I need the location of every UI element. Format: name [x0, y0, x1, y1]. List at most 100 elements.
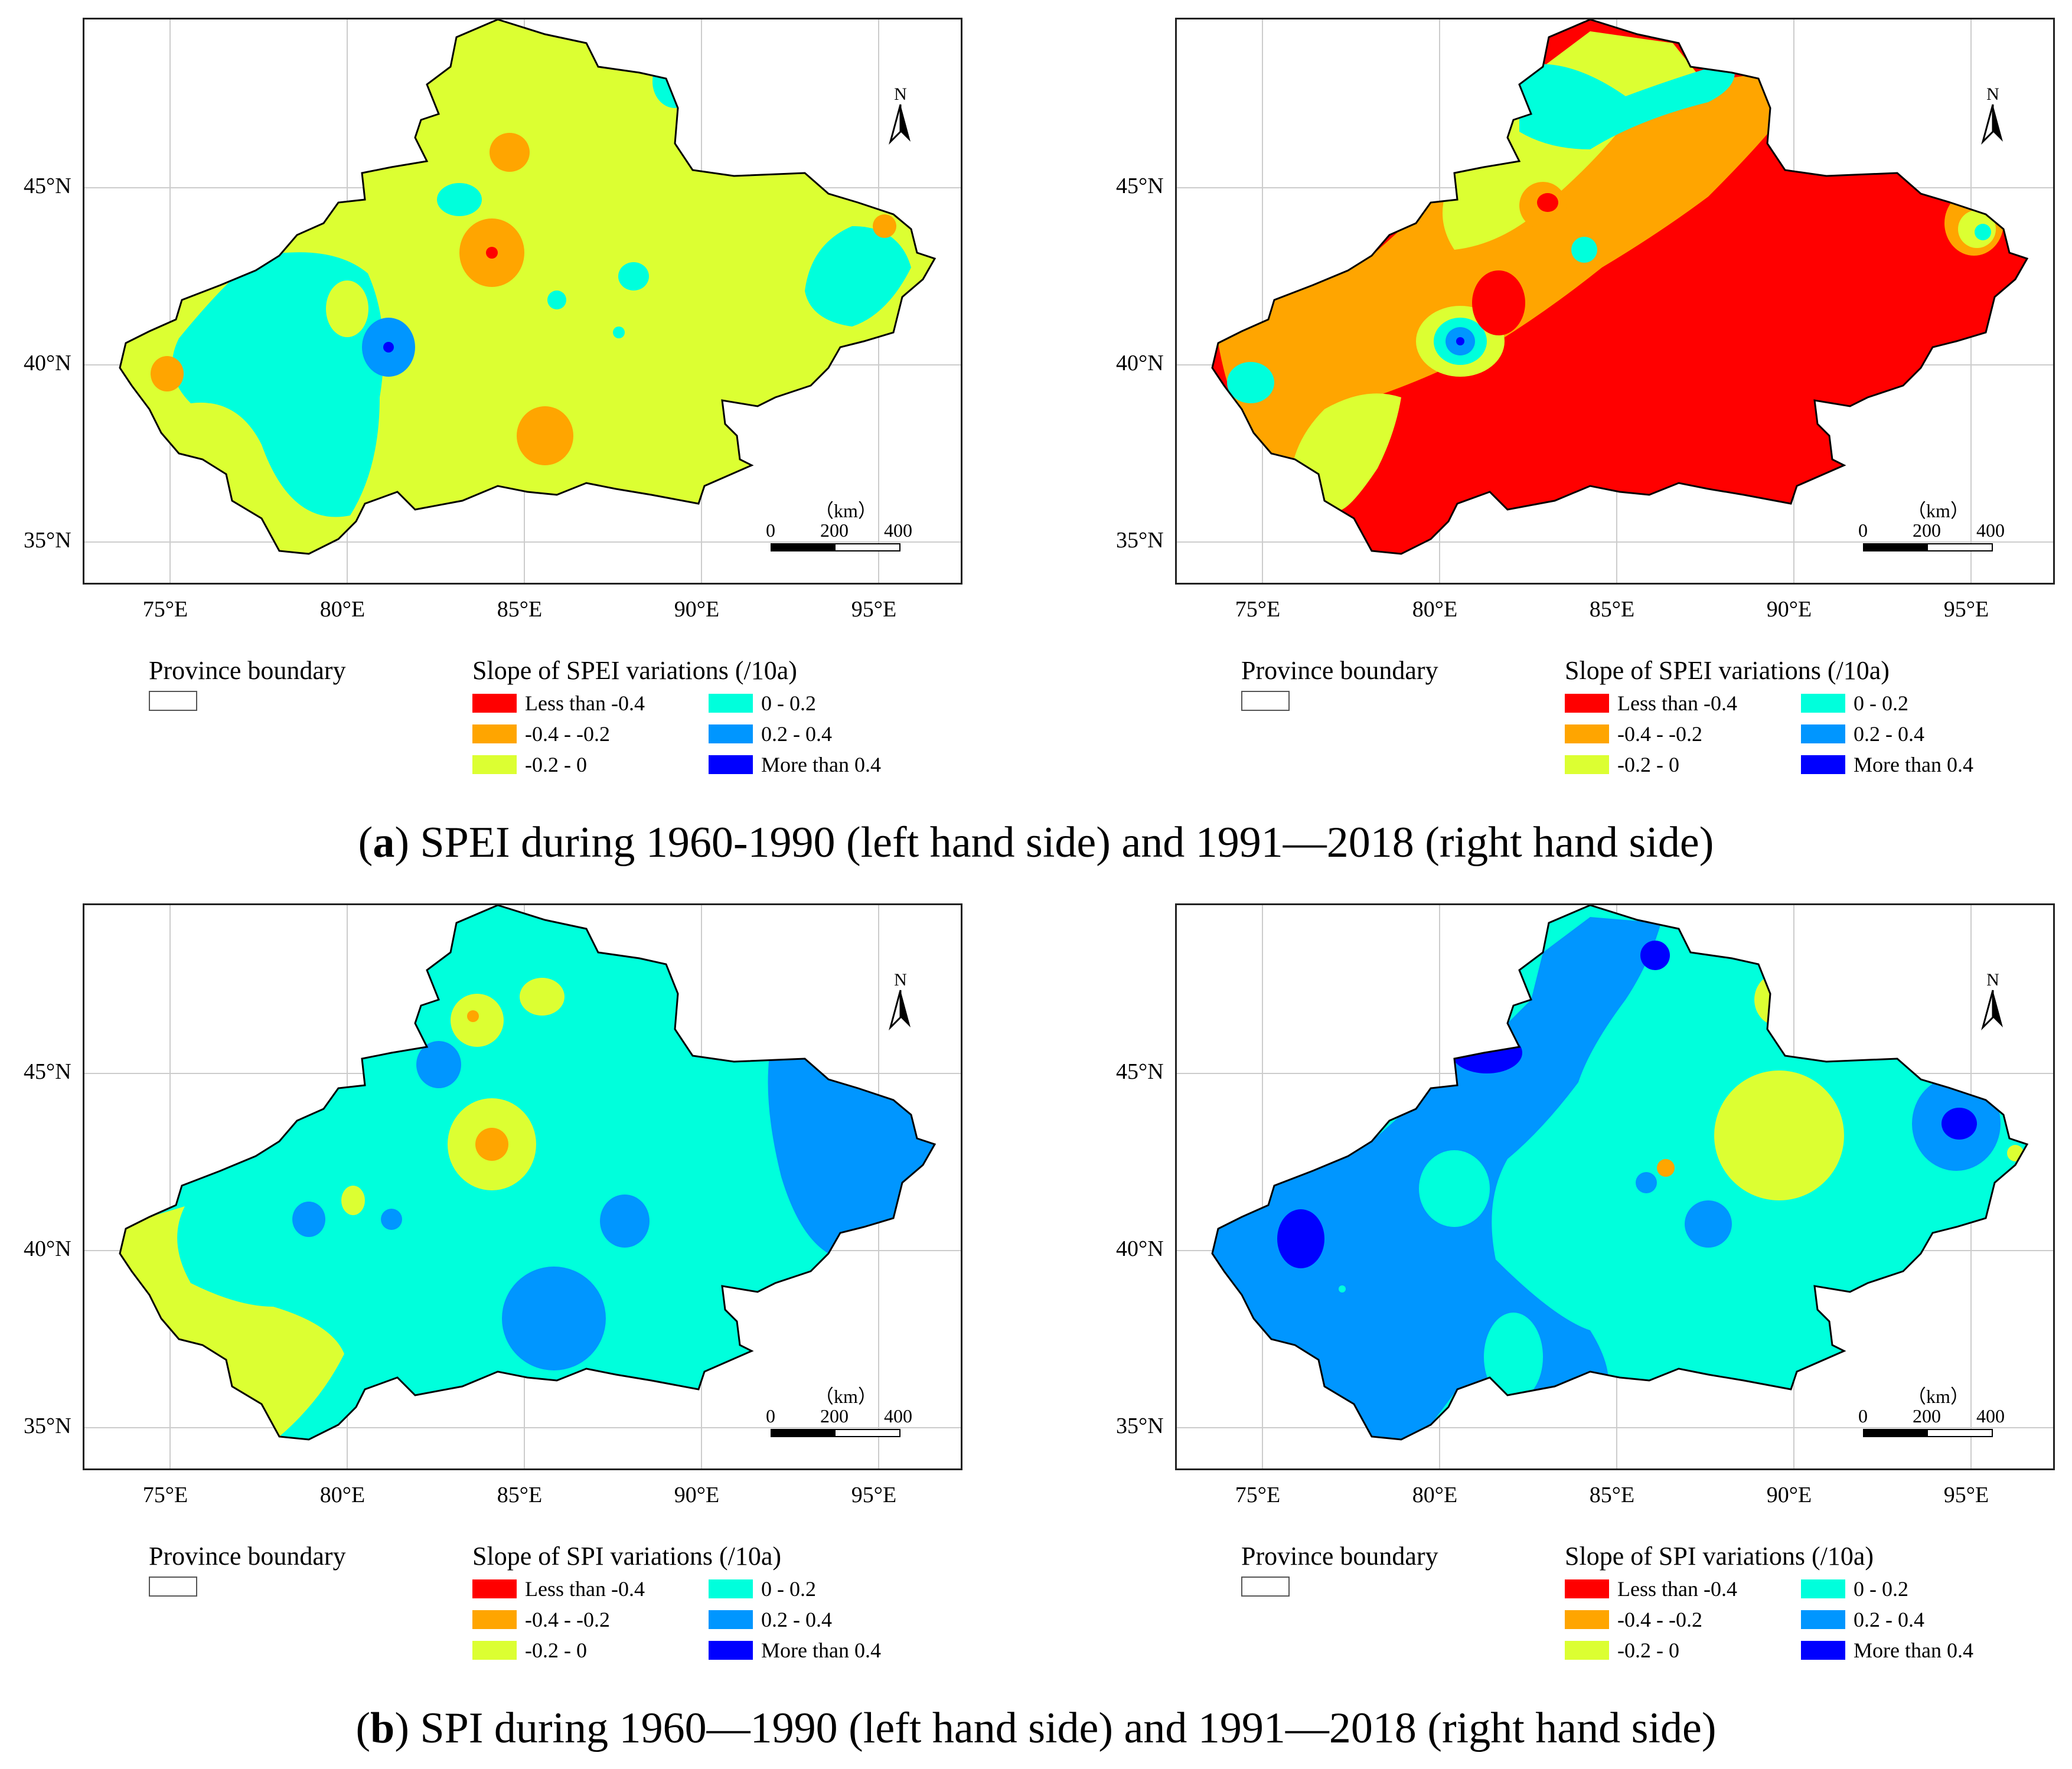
slope-zone: [416, 1041, 461, 1088]
legend-label: 0.2 - 0.4: [761, 1608, 832, 1631]
north-label: N: [894, 84, 907, 104]
x-tick-label: 75°E: [1235, 597, 1281, 622]
map-legend: Province boundary Slope of SPEI variation…: [0, 655, 921, 809]
slope-zone: [613, 327, 625, 338]
legend-item: Less than -0.4: [1565, 1577, 1737, 1601]
map-canvas: [84, 905, 961, 1468]
y-tick-label: 35°N: [1116, 1414, 1164, 1438]
slope-zone: [502, 1267, 606, 1370]
legend-label: -0.4 - -0.2: [525, 1608, 610, 1631]
map-panel-b-left: N （km） 0 200 400 75°E 80°E 85°E 90°E 95°E 45°N 40°N…: [0, 886, 962, 1662]
legend-item: 0 - 0.2: [709, 691, 816, 716]
y-tick-label: 35°N: [1116, 528, 1164, 553]
slope-zone: [1472, 270, 1525, 335]
legend-swatch: [472, 755, 517, 774]
x-tick-label: 80°E: [1412, 597, 1458, 622]
scale-bar: （km） 0 200 400: [1858, 496, 2005, 551]
legend-swatch: [1801, 755, 1845, 774]
map-frame: [83, 18, 962, 585]
slope-zone: [517, 406, 573, 465]
y-tick-label: 40°N: [1116, 351, 1164, 376]
map-canvas: [1177, 19, 2053, 583]
slope-zone: [341, 1186, 365, 1215]
x-tick-label: 90°E: [1766, 597, 1812, 622]
scale-bar: （km） 0 200 400: [1858, 1382, 2005, 1437]
y-tick-label: 40°N: [24, 1236, 71, 1261]
x-tick-label: 95°E: [851, 1483, 897, 1507]
legend-item: More than 0.4: [1801, 1638, 1973, 1663]
x-tick-label: 95°E: [1943, 597, 1989, 622]
x-tick-label: 90°E: [674, 597, 720, 622]
legend-title: Slope of SPI variations (/10a): [472, 1542, 782, 1571]
legend-item: 0.2 - 0.4: [1801, 722, 1924, 746]
legend-label: 0 - 0.2: [1854, 1577, 1908, 1601]
slope-zone: [151, 356, 184, 391]
north-label: N: [1986, 970, 1999, 990]
slope-zone: [189, 362, 234, 403]
y-tick-label: 45°N: [24, 174, 71, 198]
x-tick-label: 80°E: [319, 597, 366, 622]
slope-zone: [475, 1128, 508, 1161]
province-fill: [120, 905, 935, 1440]
legend-label: More than 0.4: [761, 1639, 881, 1662]
legend-swatch: [1565, 1610, 1609, 1629]
scale-bar: （km） 0 200 400: [766, 496, 912, 551]
map-frame: [83, 903, 962, 1470]
legend-title: Slope of SPI variations (/10a): [1565, 1542, 1874, 1571]
scale-label-400: 400: [884, 1405, 912, 1427]
scale-track: [771, 543, 900, 551]
north-arrow: N: [886, 86, 915, 148]
scale-label-200: 200: [820, 520, 849, 541]
scale-track: [1863, 543, 1993, 551]
legend-label: Less than -0.4: [525, 1577, 645, 1601]
caption-b-text: ) SPI during 1960—1990 (left hand side) …: [394, 1704, 1717, 1752]
scale-label-0: 0: [766, 520, 775, 541]
province-boundary-label: Province boundary: [1241, 1542, 1438, 1571]
slope-zone: [490, 133, 530, 172]
slope-zone: [1537, 193, 1558, 212]
legend-label: -0.2 - 0: [1617, 1639, 1679, 1662]
legend-item: Less than -0.4: [1565, 691, 1737, 716]
slope-zone: [873, 214, 896, 238]
province-boundary-label: Province boundary: [149, 656, 346, 685]
caption-a-text: ) SPEI during 1960-1990 (left hand side)…: [394, 818, 1714, 867]
legend-item: More than 0.4: [709, 1638, 881, 1663]
province-boundary: [1211, 905, 2029, 1441]
legend-label: Less than -0.4: [1617, 691, 1737, 715]
y-tick-label: 40°N: [24, 351, 71, 376]
legend-item: 0 - 0.2: [709, 1577, 816, 1601]
scale-label-0: 0: [1858, 1405, 1868, 1427]
legend-swatch: [1565, 1579, 1609, 1598]
slope-zone: [1339, 1285, 1346, 1293]
slope-zone: [618, 262, 649, 291]
legend-swatch: [1565, 724, 1609, 743]
caption-b-letter: b: [370, 1704, 395, 1752]
legend-item: -0.4 - -0.2: [1565, 1607, 1702, 1632]
scale-bar: （km） 0 200 400: [766, 1382, 912, 1437]
province-boundary-swatch: [1241, 1577, 1290, 1597]
slope-zone: [437, 183, 482, 216]
legend-label: 0.2 - 0.4: [1854, 1608, 1924, 1631]
province-boundary: [119, 19, 937, 555]
slope-zone: [1456, 337, 1464, 345]
legend-swatch: [709, 724, 753, 743]
legend-item: Less than -0.4: [472, 1577, 645, 1601]
province-boundary-swatch: [1241, 691, 1290, 711]
map-legend: Province boundary Slope of SPI variations…: [1092, 1541, 2014, 1695]
legend-item: Less than -0.4: [472, 691, 645, 716]
scale-unit: （km）: [1907, 1386, 1969, 1407]
north-label: N: [894, 970, 907, 990]
legend-swatch: [709, 1610, 753, 1629]
province-boundary-label: Province boundary: [149, 1542, 346, 1571]
legend-label: More than 0.4: [1854, 753, 1973, 776]
slope-surface: [120, 19, 935, 554]
y-tick-label: 45°N: [24, 1059, 71, 1084]
legend-item: -0.2 - 0: [472, 1638, 587, 1663]
legend-swatch: [1801, 724, 1845, 743]
north-arrow-icon: [889, 104, 911, 145]
slope-zone: [381, 1209, 402, 1230]
north-arrow-icon: [1981, 990, 2003, 1031]
slope-zone: [805, 226, 911, 327]
legend-swatch: [472, 1610, 517, 1629]
map-legend: Province boundary Slope of SPI variations…: [0, 1541, 921, 1695]
